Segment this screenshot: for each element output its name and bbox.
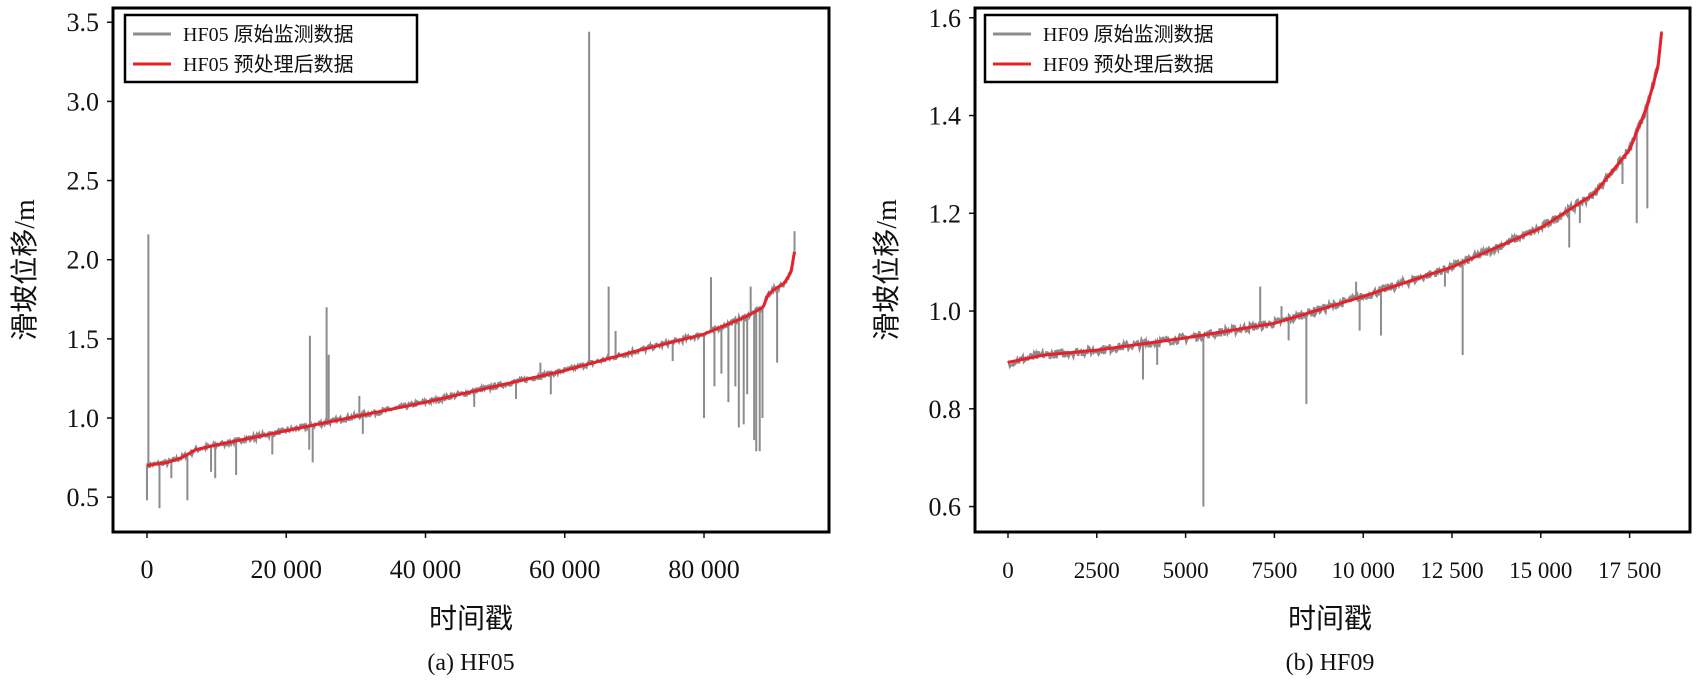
y-tick-label: 2.0 — [67, 246, 100, 275]
processed-data-line — [1007, 32, 1664, 364]
y-tick-label: 0.8 — [929, 395, 962, 424]
y-tick-label: 1.4 — [929, 102, 962, 131]
chart-hf05: 滑坡位移/m 时间戳 (a) HF05 0 20 000 40 000 60 000 8… — [9, 6, 831, 676]
x-tick-label: 0 — [140, 555, 153, 584]
raw-data-line — [1006, 31, 1663, 370]
x-tick-label: 5000 — [1163, 558, 1209, 583]
y-tick-label: 1.2 — [929, 199, 962, 228]
x-tick-label: 12 500 — [1420, 558, 1483, 583]
x-tick-label: 2500 — [1074, 558, 1120, 583]
y-tick-label: 0.5 — [67, 483, 100, 512]
y-axis-label: 滑坡位移/m — [871, 199, 903, 341]
x-tick-label: 7500 — [1251, 558, 1297, 583]
chart-caption: (b) HF09 — [1286, 650, 1375, 676]
y-tick-label: 1.5 — [67, 325, 100, 354]
x-tick-label: 10 000 — [1332, 558, 1395, 583]
x-tick-label: 60 000 — [529, 555, 601, 584]
legend-box — [123, 13, 419, 84]
legend-label: HF05 预处理后数据 — [183, 53, 354, 76]
legend-label: HF09 预处理后数据 — [1043, 53, 1214, 76]
y-tick-label: 1.6 — [929, 4, 962, 33]
x-axis-label: 时间戳 — [429, 603, 513, 635]
legend-box — [983, 13, 1279, 84]
x-tick-label: 17 500 — [1598, 558, 1661, 583]
x-axis-label: 时间戳 — [1288, 603, 1372, 635]
y-tick-label: 2.5 — [67, 167, 100, 196]
x-tick-label: 20 000 — [250, 555, 322, 584]
raw-data-line — [145, 252, 796, 469]
processed-data-line — [146, 251, 796, 467]
plot-frame — [111, 6, 831, 534]
x-tick-label: 80 000 — [668, 555, 740, 584]
y-tick-label: 1.0 — [929, 297, 962, 326]
chart-caption: (a) HF05 — [427, 650, 514, 676]
x-tick-label: 15 000 — [1509, 558, 1572, 583]
y-tick-label: 1.0 — [67, 404, 100, 433]
y-tick-label: 0.6 — [929, 493, 962, 522]
chart-hf09: 滑坡位移/m 时间戳 (b) HF09 0 2500 5000 7500 10 000 1… — [871, 4, 1692, 676]
x-tick-label: 0 — [1002, 558, 1014, 583]
legend: HF09 原始监测数据 HF09 预处理后数据 — [983, 13, 1279, 84]
plot-frame — [973, 6, 1692, 534]
legend-label: HF05 原始监测数据 — [183, 23, 354, 46]
x-tick-label: 40 000 — [390, 555, 462, 584]
legend-label: HF09 原始监测数据 — [1043, 23, 1214, 46]
legend: HF05 原始监测数据 HF05 预处理后数据 — [123, 13, 419, 84]
y-axis-label: 滑坡位移/m — [9, 199, 41, 341]
y-tick-label: 3.5 — [67, 8, 100, 37]
y-tick-label: 3.0 — [67, 87, 100, 116]
